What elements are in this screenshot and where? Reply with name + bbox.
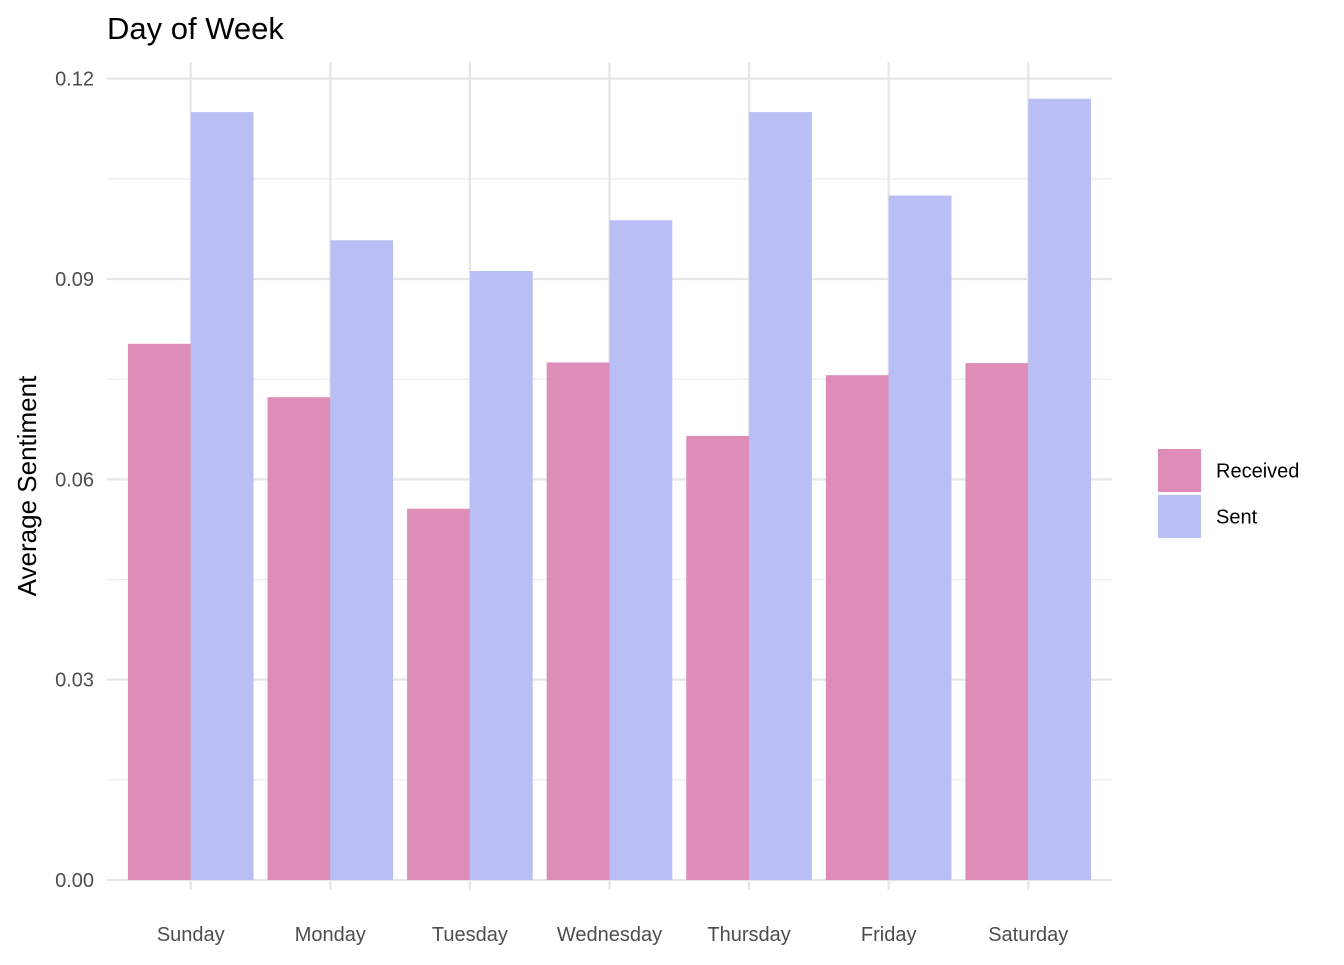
- bar-sent-monday: [330, 240, 394, 880]
- bar-received-tuesday: [407, 508, 470, 880]
- bar-sent-friday: [888, 195, 952, 880]
- bar-sent-thursday: [749, 112, 812, 880]
- legend-label-sent: Sent: [1216, 507, 1258, 529]
- x-tick-label: Tuesday: [432, 924, 508, 946]
- chart-title: Day of Week: [107, 11, 284, 46]
- bar-sent-saturday: [1028, 98, 1092, 880]
- x-tick-label: Saturday: [988, 924, 1068, 946]
- bar-received-thursday: [686, 435, 750, 880]
- y-tick-label: 0.09: [55, 269, 94, 291]
- x-tick-label: Monday: [295, 924, 366, 946]
- y-tick-label: 0.12: [55, 69, 94, 91]
- x-tick-label: Sunday: [157, 924, 225, 946]
- y-tick-label: 0.00: [55, 870, 94, 892]
- x-tick-label: Friday: [861, 924, 917, 946]
- legend-key-received: [1158, 449, 1201, 492]
- bar-received-saturday: [965, 363, 1029, 880]
- bar-sent-sunday: [190, 112, 254, 880]
- y-axis-title: Average Sentiment: [12, 375, 42, 596]
- legend-key-sent: [1158, 495, 1201, 538]
- bar-received-monday: [267, 397, 331, 880]
- x-tick-label: Wednesday: [557, 924, 662, 946]
- bar-sent-wednesday: [609, 220, 673, 880]
- bar-sent-tuesday: [469, 271, 533, 880]
- bar-received-wednesday: [546, 362, 610, 880]
- axis-layer: 0.00 0.03 0.06 0.09 0.12 Sunday Monday Tuesday W…: [55, 69, 1068, 946]
- x-tick-label: Thursday: [707, 924, 790, 946]
- bar-received-sunday: [127, 343, 191, 880]
- legend-label-received: Received: [1216, 461, 1299, 483]
- bar-received-friday: [825, 375, 889, 880]
- y-tick-label: 0.06: [55, 469, 94, 491]
- bars-layer: [127, 98, 1092, 880]
- legend: Received Sent: [1158, 449, 1299, 538]
- y-tick-label: 0.03: [55, 670, 94, 692]
